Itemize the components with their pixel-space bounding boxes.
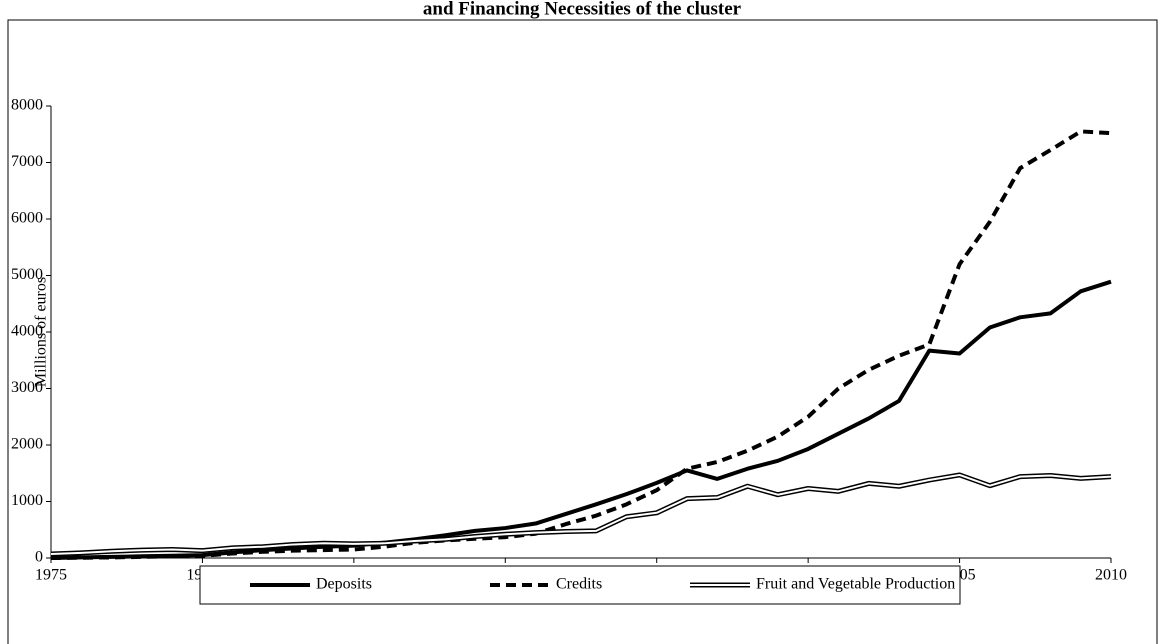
series-line-inner [50, 473, 1112, 556]
y-tick-label: 2000 [11, 436, 43, 453]
y-axis-label: Millions of euros [33, 277, 50, 387]
chart-title: and Financing Necessities of the cluster [423, 0, 742, 19]
x-tick-label: 1975 [35, 567, 67, 584]
y-tick-label: 3000 [11, 379, 43, 396]
y-tick-label: 8000 [11, 97, 43, 114]
y-tick-label: 7000 [11, 153, 43, 170]
series-line [50, 279, 1112, 560]
y-tick-label: 4000 [11, 323, 43, 340]
legend-label: Deposits [316, 576, 372, 593]
y-tick-label: 5000 [11, 266, 43, 283]
chart-frame [7, 19, 1158, 644]
y-tick-label: 0 [35, 549, 43, 566]
legend-label: Credits [556, 576, 602, 593]
y-tick-label: 6000 [11, 210, 43, 227]
x-tick-label: 2010 [1095, 567, 1127, 584]
y-tick-label: 1000 [11, 492, 43, 509]
series-line [50, 472, 1112, 557]
legend-box [199, 565, 961, 605]
legend-label: Fruit and Vegetable Production [756, 576, 955, 593]
series-line [50, 129, 1112, 560]
